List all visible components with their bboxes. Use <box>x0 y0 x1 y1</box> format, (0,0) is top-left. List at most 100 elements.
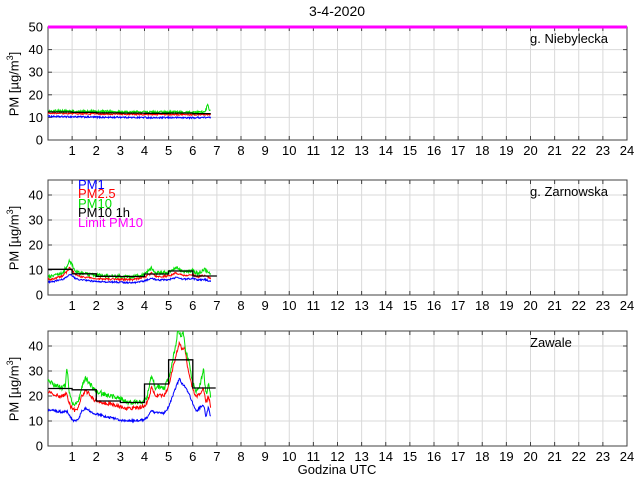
chart-1: 1 2 3 4 5 6 7 8 9 10 11 12 13 14 15 16 17 18 19 20 21 22 23 240… <box>29 179 634 313</box>
x-tick-label: 13 <box>354 449 368 464</box>
x-tick-label: 23 <box>596 298 610 313</box>
y-tick-label: 30 <box>29 213 43 228</box>
x-tick-label: 23 <box>596 449 610 464</box>
series-pm2-5 <box>47 111 211 117</box>
y-axis-label-top: PM [µg/m3] <box>5 51 22 116</box>
x-tick-label: 13 <box>354 298 368 313</box>
x-tick-label: 21 <box>547 143 561 158</box>
x-tick-label: 16 <box>427 449 441 464</box>
y-tick-label: 40 <box>29 339 43 354</box>
x-tick-label: 1 <box>69 143 76 158</box>
x-tick-label: 22 <box>572 298 586 313</box>
y-tick-label: 50 <box>29 20 43 35</box>
legend: PM1 PM2.5 PM10 PM10 1h Limit PM10 <box>78 177 144 230</box>
series-pm10-1h <box>48 268 217 278</box>
x-tick-label: 19 <box>499 298 513 313</box>
x-tick-label: 1 <box>69 298 76 313</box>
x-tick-label: 2 <box>93 143 100 158</box>
x-tick-label: 16 <box>427 298 441 313</box>
x-tick-label: 5 <box>165 298 172 313</box>
x-tick-label: 15 <box>403 449 417 464</box>
x-tick-label: 15 <box>403 143 417 158</box>
y-tick-label: 20 <box>29 87 43 102</box>
y-axis-label-close: ] <box>6 356 22 360</box>
x-tick-label: 24 <box>620 298 634 313</box>
y-axis-label-text: PM [µg/m <box>6 213 22 270</box>
x-tick-label: 23 <box>596 143 610 158</box>
x-tick-label: 6 <box>189 298 196 313</box>
x-tick-label: 11 <box>307 143 321 158</box>
x-tick-label: 11 <box>307 298 321 313</box>
figure-title: 3-4-2020 <box>308 3 366 19</box>
x-tick-label: 24 <box>620 143 634 158</box>
x-tick-label: 1 <box>69 449 76 464</box>
x-axis-label: Godzina UTC <box>297 462 377 477</box>
x-tick-label: 7 <box>213 449 220 464</box>
x-tick-label: 18 <box>475 449 489 464</box>
series-pm1 <box>47 273 212 285</box>
station-label-zawale: Zawale <box>530 335 572 350</box>
x-tick-label: 4 <box>141 143 148 158</box>
x-tick-label: 7 <box>213 298 220 313</box>
x-tick-label: 11 <box>307 449 321 464</box>
legend-item-pm1: PM1 <box>78 177 105 192</box>
series-pm10-1h <box>48 359 216 404</box>
y-axis-label-sup: 3 <box>5 359 16 365</box>
x-tick-label: 2 <box>93 298 100 313</box>
x-tick-label: 9 <box>262 449 269 464</box>
series-pm1 <box>47 377 212 424</box>
series-pm2-5 <box>47 340 212 413</box>
series-pm10-1h <box>48 111 211 115</box>
x-tick-label: 19 <box>499 143 513 158</box>
x-tick-label: 3 <box>117 449 124 464</box>
x-tick-label: 17 <box>451 449 465 464</box>
legend-item-pm10-1h: PM10 1h <box>78 205 131 221</box>
legend-item-limit-pm10: Limit PM10 <box>78 214 144 230</box>
x-tick-label: 6 <box>189 449 196 464</box>
x-tick-label: 13 <box>354 143 368 158</box>
x-tick-label: 24 <box>620 449 634 464</box>
x-tick-label: 2 <box>93 449 100 464</box>
x-tick-label: 22 <box>572 143 586 158</box>
x-tick-label: 15 <box>403 298 417 313</box>
x-tick-label: 7 <box>213 143 220 158</box>
x-tick-label: 3 <box>117 298 124 313</box>
series-pm1 <box>47 114 212 120</box>
x-tick-label: 9 <box>262 298 269 313</box>
station-label-zarnowska: g. Zarnowska <box>530 184 609 199</box>
series-pm10 <box>47 330 212 407</box>
y-tick-label: 20 <box>29 238 43 253</box>
station-label-niebylecka: g. Niebylecka <box>530 31 609 46</box>
x-tick-label: 21 <box>547 298 561 313</box>
y-tick-label: 30 <box>29 65 43 80</box>
y-axis-label-close: ] <box>6 51 22 55</box>
x-tick-label: 12 <box>330 449 344 464</box>
x-tick-label: 6 <box>189 143 196 158</box>
y-tick-label: 10 <box>29 110 43 125</box>
x-tick-label: 8 <box>237 143 244 158</box>
x-tick-label: 4 <box>141 449 148 464</box>
x-tick-label: 3 <box>117 143 124 158</box>
x-tick-label: 17 <box>451 298 465 313</box>
x-tick-label: 20 <box>523 449 537 464</box>
x-tick-label: 16 <box>427 143 441 158</box>
y-tick-label: 10 <box>29 263 43 278</box>
x-tick-label: 10 <box>282 143 296 158</box>
x-tick-label: 18 <box>475 298 489 313</box>
x-tick-label: 22 <box>572 449 586 464</box>
x-tick-label: 5 <box>165 143 172 158</box>
y-tick-label: 0 <box>36 288 43 303</box>
x-tick-label: 8 <box>237 298 244 313</box>
x-tick-label: 9 <box>262 143 269 158</box>
y-tick-label: 0 <box>36 439 43 454</box>
x-tick-label: 10 <box>282 449 296 464</box>
x-tick-label: 20 <box>523 298 537 313</box>
x-tick-label: 10 <box>282 298 296 313</box>
x-tick-label: 21 <box>547 449 561 464</box>
y-axis-label-close: ] <box>6 205 22 209</box>
x-tick-label: 8 <box>237 449 244 464</box>
y-tick-label: 40 <box>29 42 43 57</box>
x-tick-label: 4 <box>141 298 148 313</box>
chart-2: 1 2 3 4 5 6 7 8 9 10 11 12 13 14 15 16 17 18 19 20 21 22 23 240… <box>29 330 634 464</box>
